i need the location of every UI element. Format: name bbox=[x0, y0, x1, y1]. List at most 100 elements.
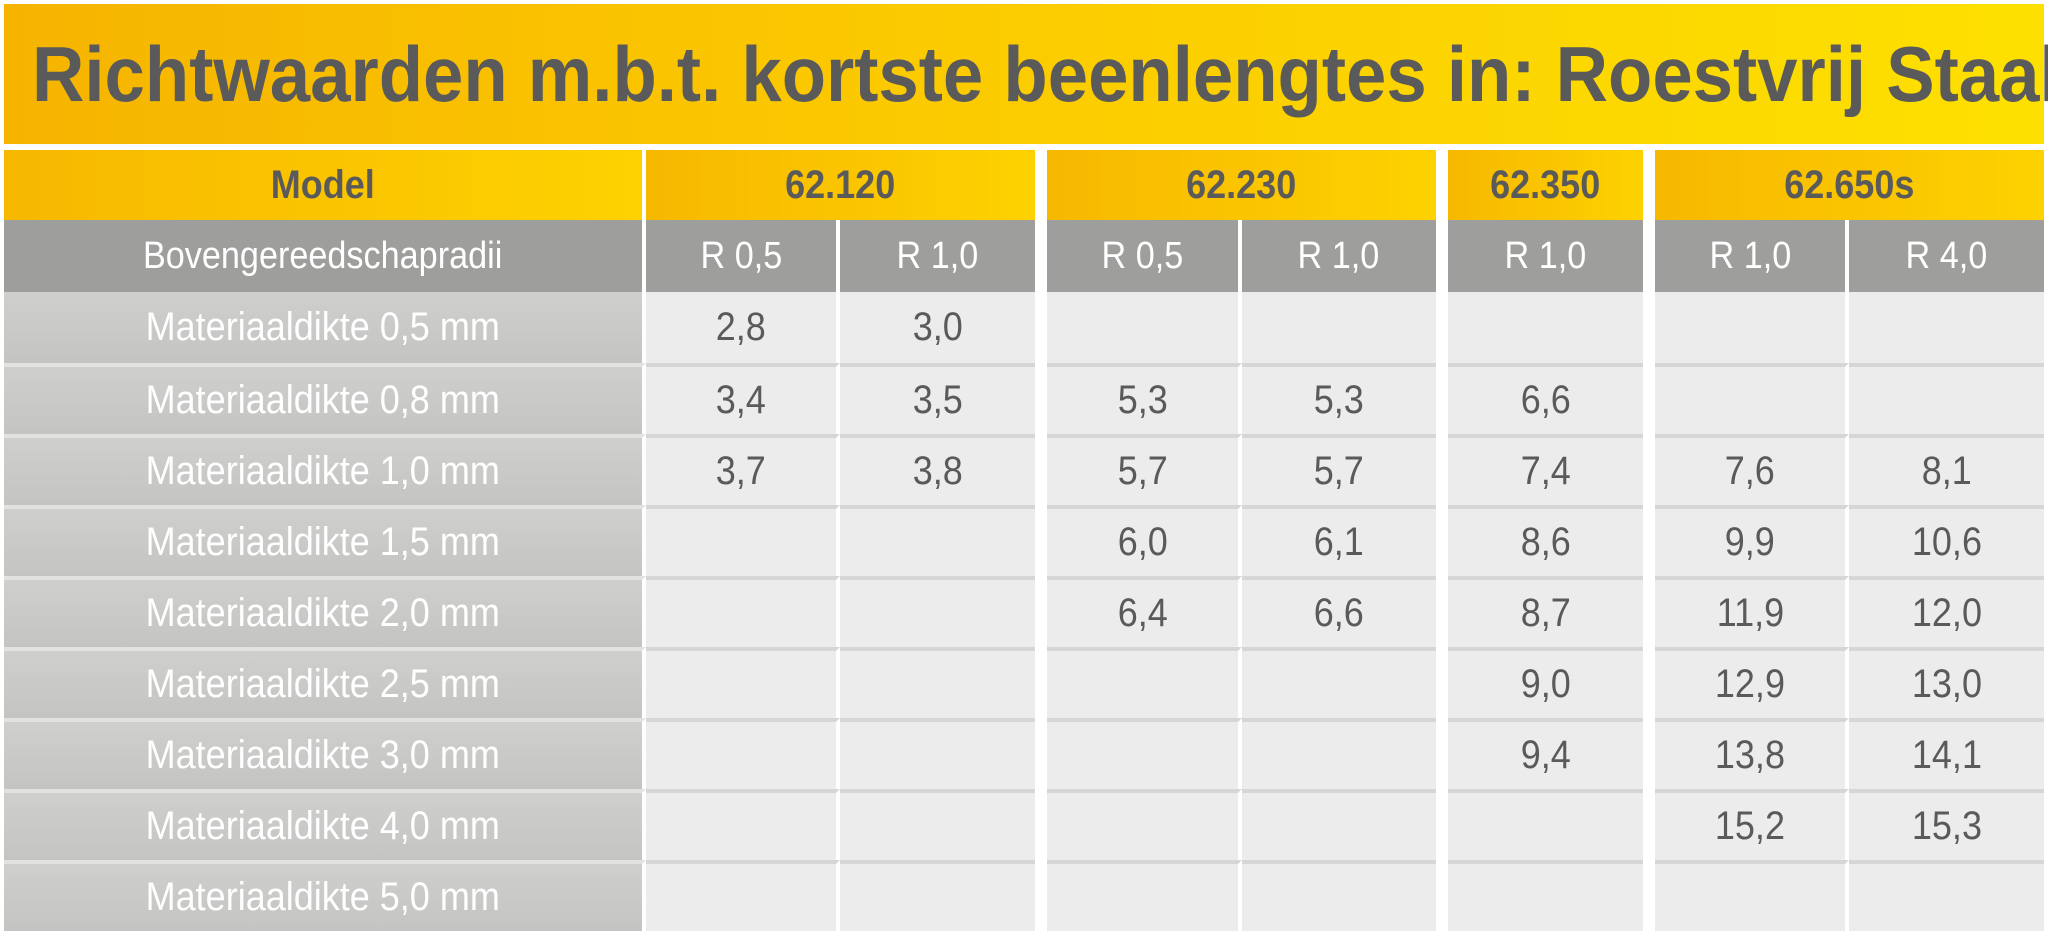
row-label: Materiaaldikte 2,5 mm bbox=[4, 647, 646, 718]
table-cell bbox=[1654, 363, 1850, 434]
column-gap bbox=[1642, 292, 1655, 363]
table-cell bbox=[1241, 647, 1437, 718]
table-cell: 5,7 bbox=[1241, 434, 1437, 505]
row-label: Materiaaldikte 3,0 mm bbox=[4, 718, 646, 789]
model-label: Model bbox=[4, 150, 646, 220]
table-cell bbox=[1047, 718, 1242, 789]
table-row: Materiaaldikte 3,0 mm 9,4 13,8 14,1 bbox=[4, 718, 2044, 789]
table-cell bbox=[840, 576, 1035, 647]
table-cell bbox=[1241, 860, 1437, 931]
row-label: Materiaaldikte 4,0 mm bbox=[4, 789, 646, 860]
row-label: Materiaaldikte 2,0 mm bbox=[4, 576, 646, 647]
column-gap bbox=[1436, 505, 1449, 576]
column-gap bbox=[1642, 505, 1655, 576]
column-gap bbox=[1436, 789, 1449, 860]
column-gap bbox=[1642, 718, 1655, 789]
column-gap bbox=[1035, 576, 1048, 647]
table-cell bbox=[645, 789, 841, 860]
table-row: Materiaaldikte 2,0 mm 6,4 6,6 8,7 11,9 12,0 bbox=[4, 576, 2044, 647]
row-label: Materiaaldikte 5,0 mm bbox=[4, 860, 646, 931]
table-row: Materiaaldikte 2,5 mm 9,0 12,9 13,0 bbox=[4, 647, 2044, 718]
table-row: Materiaaldikte 5,0 mm bbox=[4, 860, 2044, 931]
column-gap bbox=[1642, 576, 1655, 647]
table-cell: 8,6 bbox=[1448, 505, 1643, 576]
radius-header: R 0,5 bbox=[1047, 220, 1242, 292]
title-bar: Richtwaarden m.b.t. kortste beenlengtes … bbox=[4, 4, 2048, 144]
radius-header: R 1,0 bbox=[1241, 220, 1437, 292]
table-cell: 9,0 bbox=[1448, 647, 1643, 718]
row-label: Materiaaldikte 1,0 mm bbox=[4, 434, 646, 505]
radius-header: R 1,0 bbox=[840, 220, 1035, 292]
table-cell: 14,1 bbox=[1849, 718, 2044, 789]
table-cell: 15,3 bbox=[1849, 789, 2044, 860]
model-62-650s: 62.650s bbox=[1654, 150, 2044, 220]
radii-label: Bovengereedschapradii bbox=[4, 220, 646, 292]
table-row: Materiaaldikte 1,5 mm 6,0 6,1 8,6 9,9 10,6 bbox=[4, 505, 2044, 576]
table-cell: 3,7 bbox=[645, 434, 841, 505]
table-cell bbox=[1241, 292, 1437, 363]
radius-header: R 4,0 bbox=[1849, 220, 2044, 292]
column-gap bbox=[1035, 434, 1048, 505]
column-gap bbox=[1436, 363, 1449, 434]
table-cell bbox=[1849, 292, 2044, 363]
column-gap bbox=[1436, 860, 1449, 931]
column-gap bbox=[1436, 220, 1449, 292]
radii-header-row: Bovengereedschapradii R 0,5 R 1,0 R 0,5 … bbox=[4, 220, 2044, 292]
table-cell bbox=[840, 789, 1035, 860]
row-label: Materiaaldikte 0,5 mm bbox=[4, 292, 646, 363]
table-cell: 2,8 bbox=[645, 292, 841, 363]
column-gap bbox=[1035, 647, 1048, 718]
table-cell: 6,1 bbox=[1241, 505, 1437, 576]
table-cell: 9,4 bbox=[1448, 718, 1643, 789]
column-gap bbox=[1436, 434, 1449, 505]
table-cell: 8,1 bbox=[1849, 434, 2044, 505]
row-label: Materiaaldikte 0,8 mm bbox=[4, 363, 646, 434]
row-label: Materiaaldikte 1,5 mm bbox=[4, 505, 646, 576]
table-cell: 3,5 bbox=[840, 363, 1035, 434]
table-cell: 5,3 bbox=[1241, 363, 1437, 434]
table-cell: 7,4 bbox=[1448, 434, 1643, 505]
table-row: Materiaaldikte 1,0 mm 3,7 3,8 5,7 5,7 7,4 7,6 8… bbox=[4, 434, 2044, 505]
table-cell: 7,6 bbox=[1654, 434, 1850, 505]
table-cell bbox=[1654, 292, 1850, 363]
table-cell: 12,9 bbox=[1654, 647, 1850, 718]
table-cell: 12,0 bbox=[1849, 576, 2044, 647]
column-gap bbox=[1642, 860, 1655, 931]
table-cell bbox=[1448, 292, 1643, 363]
table-cell bbox=[840, 860, 1035, 931]
model-62-230: 62.230 bbox=[1047, 150, 1437, 220]
table-cell: 3,4 bbox=[645, 363, 841, 434]
table-cell bbox=[840, 718, 1035, 789]
column-gap bbox=[1035, 718, 1048, 789]
column-gap bbox=[1436, 150, 1449, 220]
table-cell: 15,2 bbox=[1654, 789, 1850, 860]
table-cell: 6,4 bbox=[1047, 576, 1242, 647]
table-cell: 8,7 bbox=[1448, 576, 1643, 647]
column-gap bbox=[1642, 434, 1655, 505]
table-row: Materiaaldikte 0,8 mm 3,4 3,5 5,3 5,3 6,6 bbox=[4, 363, 2044, 434]
table-cell: 13,0 bbox=[1849, 647, 2044, 718]
model-62-120: 62.120 bbox=[645, 150, 1035, 220]
table-cell bbox=[1047, 789, 1242, 860]
table-cell: 6,6 bbox=[1448, 363, 1643, 434]
table-row: Materiaaldikte 4,0 mm 15,2 15,3 bbox=[4, 789, 2044, 860]
table-cell bbox=[1047, 647, 1242, 718]
table-cell: 13,8 bbox=[1654, 718, 1850, 789]
column-gap bbox=[1642, 220, 1655, 292]
column-gap bbox=[1436, 576, 1449, 647]
table-cell: 9,9 bbox=[1654, 505, 1850, 576]
model-62-350: 62.350 bbox=[1448, 150, 1643, 220]
table-cell bbox=[645, 860, 841, 931]
table-cell bbox=[1448, 860, 1643, 931]
table-cell bbox=[645, 505, 841, 576]
table-cell bbox=[645, 576, 841, 647]
table-cell bbox=[1448, 789, 1643, 860]
radius-header: R 1,0 bbox=[1654, 220, 1850, 292]
column-gap bbox=[1642, 363, 1655, 434]
column-gap bbox=[1035, 505, 1048, 576]
radius-header: R 0,5 bbox=[645, 220, 841, 292]
table-cell bbox=[1241, 718, 1437, 789]
radius-header: R 1,0 bbox=[1448, 220, 1643, 292]
table-cell bbox=[1849, 363, 2044, 434]
table-row: Materiaaldikte 0,5 mm 2,8 3,0 bbox=[4, 292, 2044, 363]
